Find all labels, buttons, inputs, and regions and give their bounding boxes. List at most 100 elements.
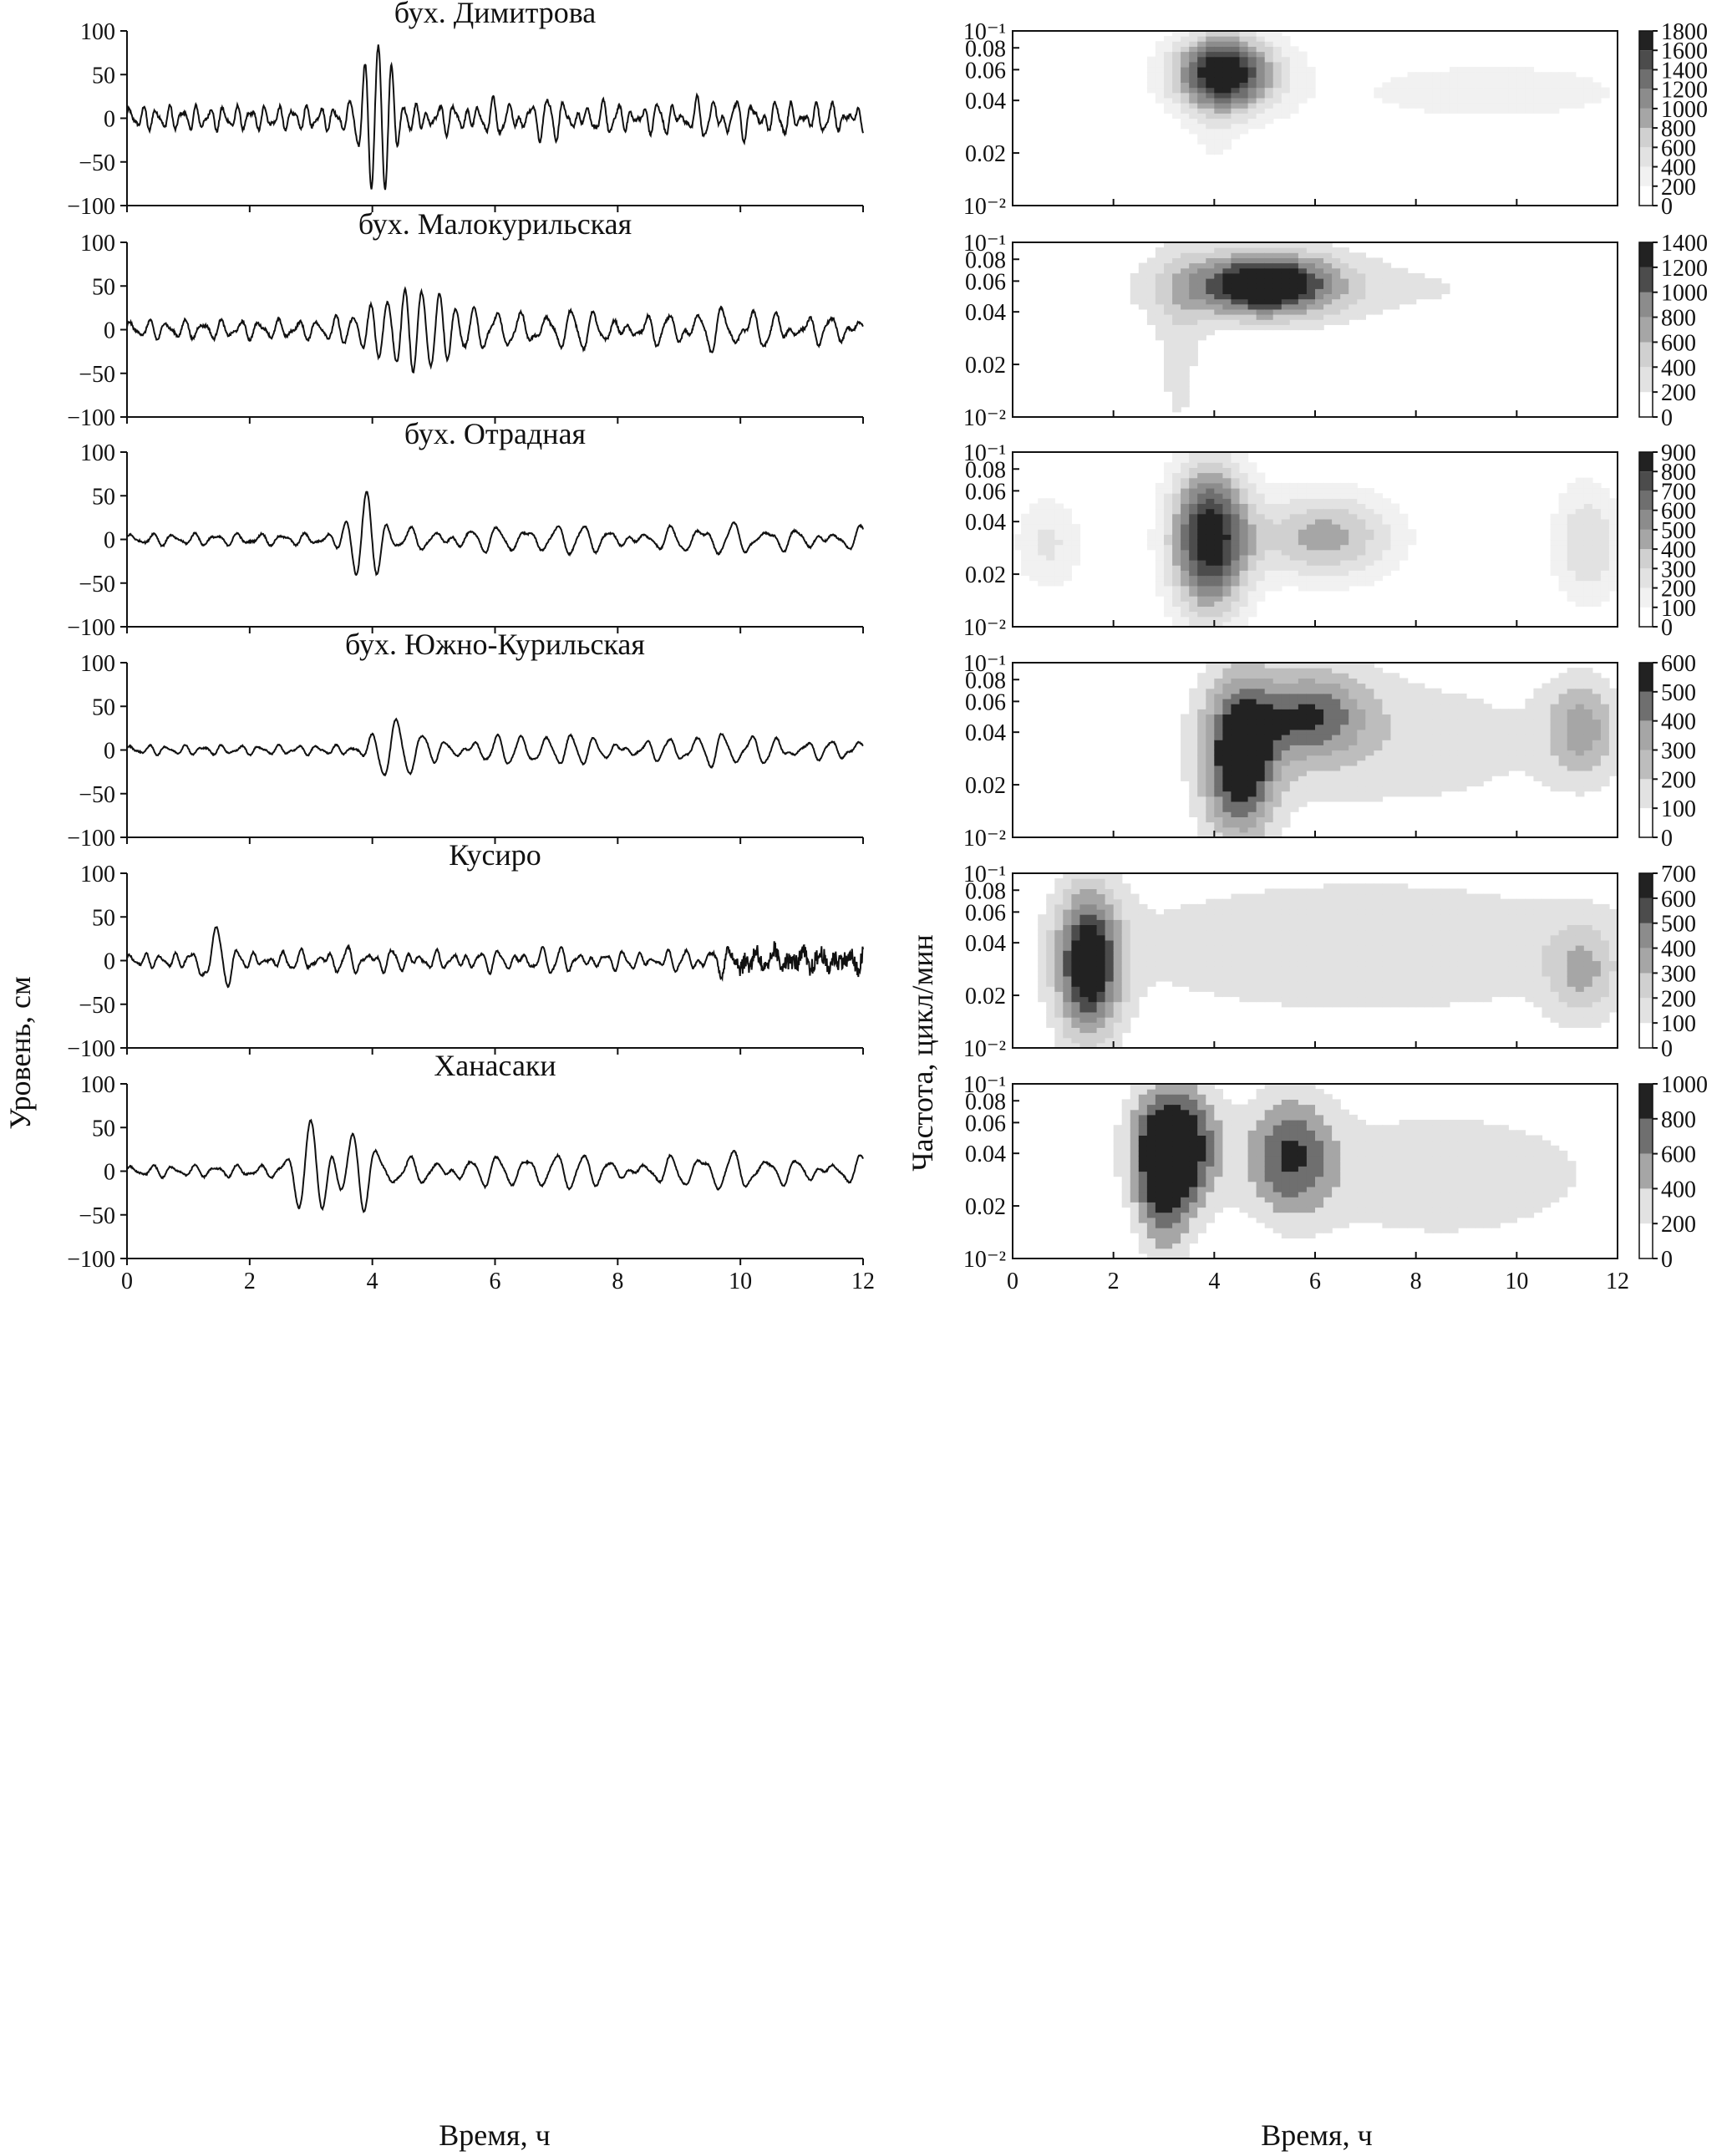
spectrogram-cell <box>1365 745 1374 751</box>
spectrogram-cell <box>1399 554 1409 561</box>
spectrogram-cell <box>1054 934 1064 941</box>
spectrogram-cell <box>1340 740 1349 745</box>
spectrogram-cell <box>1592 740 1602 745</box>
spectrogram-cell <box>1289 929 1299 936</box>
spectrogram-cell <box>1289 97 1299 104</box>
spectrogram-cell <box>1272 970 1282 977</box>
spectrogram-cell <box>1508 765 1517 771</box>
spectrogram-cell <box>1365 883 1374 889</box>
spectrogram-cell <box>1189 909 1198 915</box>
spectrogram-cell <box>1264 919 1274 925</box>
spectrogram-cell <box>1475 991 1484 998</box>
spectrogram-cell <box>1206 831 1215 838</box>
spectrogram-cell <box>1349 786 1358 792</box>
colorbar-frame <box>1638 30 1653 206</box>
spectrogram-cell <box>1189 355 1198 361</box>
spectrogram-cell <box>1222 498 1232 504</box>
spectrogram-cell <box>1038 914 1047 920</box>
spectrogram-cell <box>1239 796 1249 802</box>
spectrogram-cell <box>1155 570 1165 577</box>
spectrogram-cell <box>1222 750 1232 756</box>
spectrogram-cell <box>1315 673 1324 679</box>
spectrogram-cell <box>1583 575 1593 582</box>
spectrogram-cell <box>1063 1042 1072 1049</box>
spectrogram-cell <box>1424 775 1434 781</box>
spectrogram-cell <box>1105 888 1115 895</box>
spectrogram-cell <box>1021 544 1030 551</box>
spectrogram-cell <box>1315 539 1324 546</box>
spectrogram-cell <box>1231 308 1241 315</box>
spectrogram-cell <box>1281 939 1291 946</box>
spectrogram-cell <box>1407 914 1417 920</box>
spectrogram-cell <box>1239 570 1249 577</box>
spectrogram-cell <box>1155 544 1165 551</box>
spectrogram-cell <box>1281 103 1291 109</box>
spectrogram-cell <box>1323 549 1333 556</box>
spectrogram-cell <box>1600 498 1610 504</box>
spectrogram-cell <box>1575 791 1585 797</box>
spectrogram-cell <box>1079 986 1089 992</box>
spectrogram-cell <box>1407 745 1417 751</box>
spectrogram-cell <box>1264 283 1274 289</box>
spectrogram-cell <box>1272 683 1282 689</box>
spectrogram-cell <box>1189 939 1198 946</box>
spectrogram-cell <box>1466 919 1476 925</box>
spectrogram-cell <box>1121 970 1131 977</box>
spectrogram-cell <box>1264 888 1274 895</box>
spectrogram-cell <box>1256 539 1266 546</box>
spectrogram-cell <box>1247 314 1257 320</box>
spectrogram-cell <box>1340 1001 1349 1008</box>
spectrogram-cell <box>1264 960 1274 967</box>
spectrogram-cell <box>1349 740 1358 745</box>
spectrogram-cell <box>1063 945 1072 951</box>
y-tick-label: −50 <box>79 782 115 808</box>
spectrogram-cell <box>1247 801 1257 807</box>
spectrogram-cell <box>1038 534 1047 541</box>
spectrogram-cell <box>1323 709 1333 714</box>
spectrogram-cell <box>1382 955 1392 962</box>
spectrogram-cell <box>1214 903 1223 910</box>
spectrogram-cell <box>1239 688 1249 694</box>
spectrogram-cell <box>1181 616 1190 623</box>
spectrogram-cell <box>1046 1022 1055 1028</box>
spectrogram-cell <box>1054 939 1064 946</box>
spectrogram-cell <box>1306 575 1316 582</box>
spectrogram-cell <box>1457 909 1467 915</box>
spectrogram-cell <box>1189 693 1198 699</box>
spectrogram-cell <box>1172 391 1181 397</box>
spectrogram-cell <box>1575 775 1585 781</box>
spectrogram-cell <box>1440 929 1450 936</box>
spectrogram-cell <box>1390 934 1400 941</box>
spectrogram-cell <box>1222 61 1232 68</box>
spectrogram-cell <box>1138 960 1148 967</box>
spectrogram-cell <box>1264 308 1274 315</box>
spectrogram-cell <box>1272 314 1282 320</box>
spectrogram-cell <box>1281 745 1291 751</box>
spectrogram-cell <box>1172 554 1181 561</box>
spectrogram-cell <box>1222 298 1232 305</box>
spectrogram-cell <box>1424 714 1434 720</box>
spectrogram-cell <box>1172 298 1181 305</box>
spectrogram-cell <box>1231 128 1241 135</box>
spectrogram-cell <box>1390 298 1400 305</box>
spectrogram-cell <box>1475 714 1484 720</box>
spectrogram-cell <box>1121 1001 1131 1008</box>
spectrogram-cell <box>1247 719 1257 725</box>
spectrogram-cell <box>1298 996 1308 1003</box>
spectrogram-cell <box>1491 770 1501 776</box>
spectrogram-cell <box>1567 529 1577 535</box>
spectrogram-cell <box>1231 781 1241 787</box>
spectrogram-cell <box>1289 888 1299 895</box>
spectrogram-cell <box>1206 791 1215 797</box>
spectrogram-cell <box>1340 909 1349 915</box>
spectrogram-cell <box>1340 560 1349 566</box>
spectrogram-cell <box>1374 939 1384 946</box>
spectrogram-cell <box>1491 939 1501 946</box>
spectrogram-cell <box>1382 740 1392 745</box>
spectrogram-cell <box>1415 934 1425 941</box>
spectrogram-cell <box>1214 488 1223 494</box>
spectrogram-cell <box>1197 914 1206 920</box>
spectrogram-cell <box>1247 591 1257 597</box>
colorbar-segment <box>1639 663 1653 692</box>
spectrogram-cell <box>1323 986 1333 992</box>
